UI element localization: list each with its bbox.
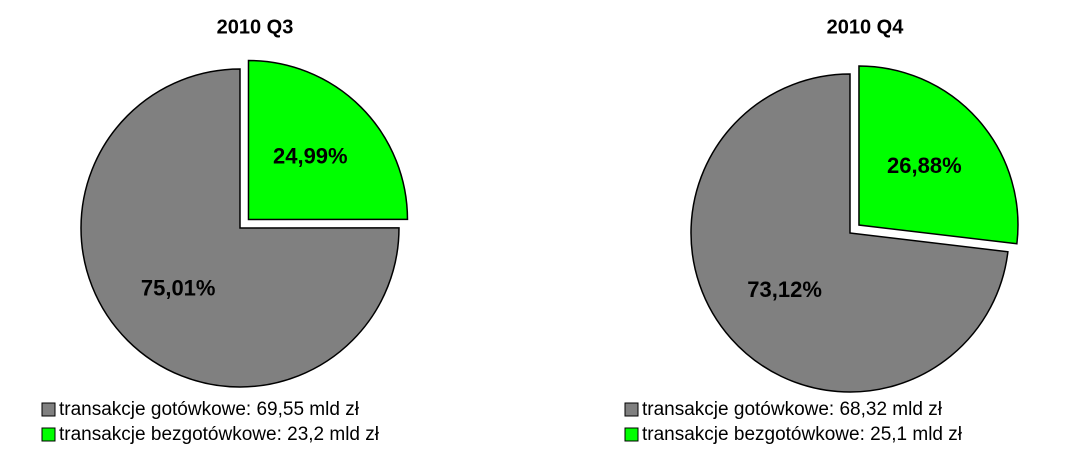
pie-slice — [690, 73, 1009, 393]
data-label: 75,01% — [141, 276, 216, 301]
legend-label: transakcje bezgotówkowe: 25,1 mld zł — [642, 424, 963, 445]
legend-label: transakcje bezgotówkowe: 23,2 mld zł — [59, 424, 380, 445]
pie-slice — [858, 65, 1019, 245]
legend-label: transakcje gotówkowe: 68,32 mld zł — [642, 399, 943, 420]
data-label: 26,88% — [887, 153, 962, 178]
legend-swatch — [624, 427, 639, 442]
chart-title: 2010 Q4 — [827, 16, 905, 38]
legend-label: transakcje gotówkowe: 69,55 mld zł — [59, 399, 360, 420]
pie-slice — [80, 68, 400, 388]
data-label: 24,99% — [273, 143, 348, 168]
legend-swatch — [41, 402, 56, 417]
pie-slice — [247, 59, 409, 221]
legend-swatch — [624, 402, 639, 417]
data-label: 73,12% — [747, 277, 822, 302]
legend-swatch — [41, 427, 56, 442]
chart-title: 2010 Q3 — [217, 16, 294, 38]
